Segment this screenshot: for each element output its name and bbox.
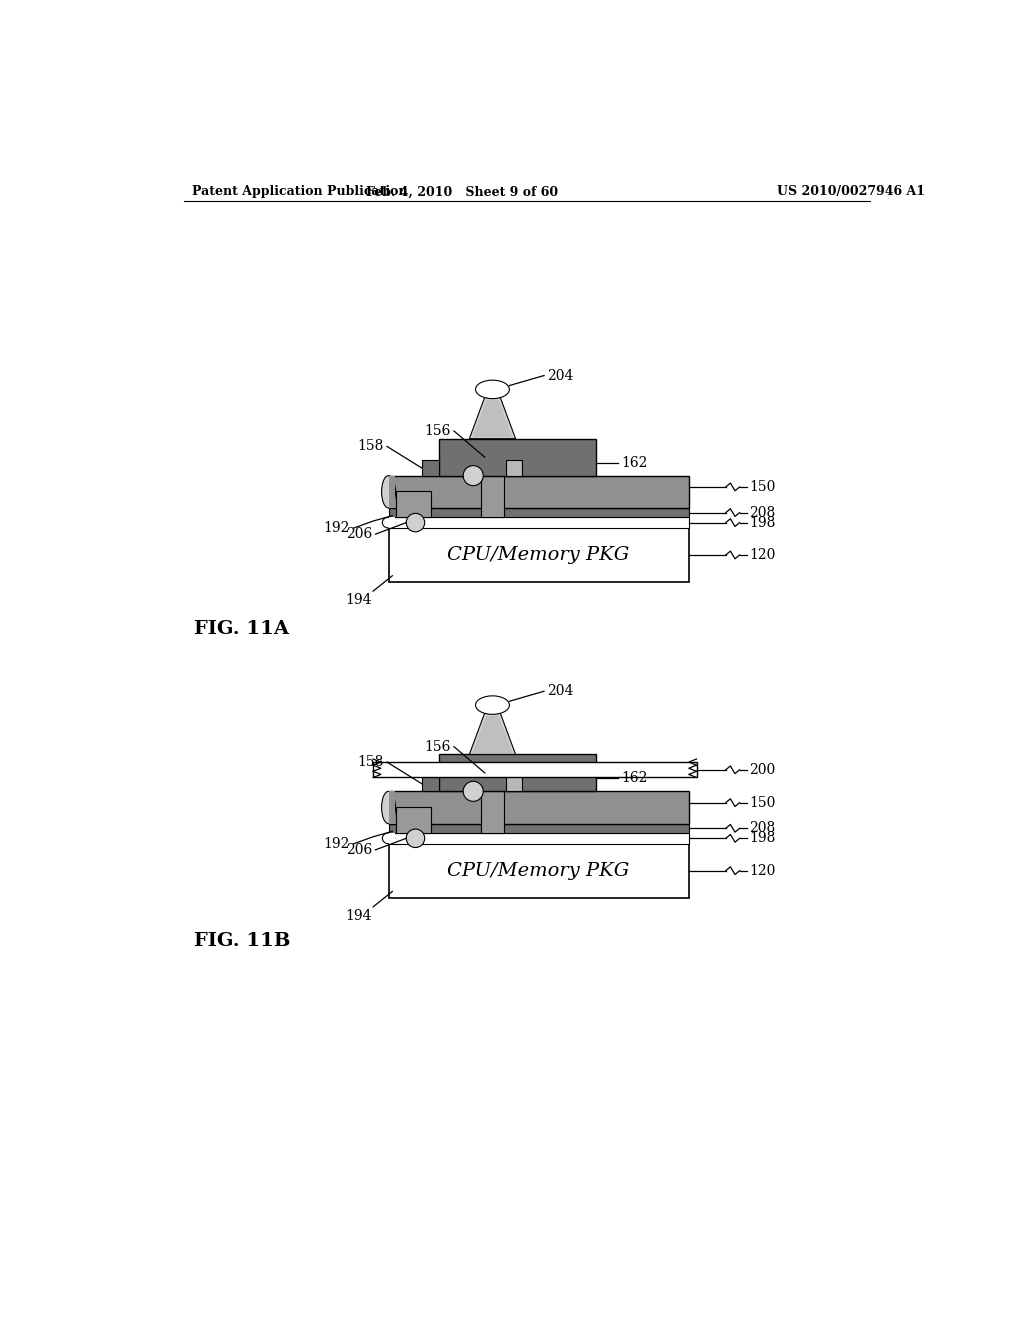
- Bar: [388, 475, 395, 508]
- Bar: [388, 528, 689, 582]
- Ellipse shape: [475, 696, 509, 714]
- Polygon shape: [472, 715, 512, 752]
- Text: 200: 200: [749, 763, 775, 776]
- Text: 208: 208: [749, 506, 775, 520]
- Text: 120: 120: [749, 548, 775, 562]
- Text: 204: 204: [547, 368, 573, 383]
- Polygon shape: [472, 400, 512, 437]
- Circle shape: [463, 466, 483, 486]
- Text: 194: 194: [345, 594, 372, 607]
- Text: 158: 158: [357, 440, 384, 453]
- Text: 198: 198: [749, 516, 775, 529]
- Bar: [481, 475, 504, 517]
- Text: 208: 208: [749, 821, 775, 836]
- Bar: [388, 833, 689, 843]
- Circle shape: [407, 829, 425, 847]
- Text: FIG. 11B: FIG. 11B: [194, 932, 290, 950]
- Text: 162: 162: [621, 771, 647, 785]
- Text: US 2010/0027946 A1: US 2010/0027946 A1: [777, 185, 926, 198]
- Text: 150: 150: [749, 480, 775, 494]
- Bar: [396, 491, 431, 517]
- Bar: [506, 461, 521, 475]
- Polygon shape: [469, 397, 515, 438]
- Ellipse shape: [382, 833, 394, 843]
- Ellipse shape: [382, 792, 395, 824]
- Bar: [422, 461, 438, 475]
- Bar: [438, 438, 596, 475]
- Bar: [388, 517, 689, 528]
- Text: Patent Application Publication: Patent Application Publication: [193, 185, 408, 198]
- Bar: [388, 843, 689, 898]
- Bar: [388, 792, 689, 824]
- Bar: [388, 508, 689, 517]
- Text: 192: 192: [324, 837, 350, 850]
- Text: 156: 156: [425, 424, 451, 438]
- Text: 192: 192: [324, 521, 350, 535]
- Bar: [388, 824, 689, 833]
- Text: 204: 204: [547, 684, 573, 698]
- Text: Feb. 4, 2010   Sheet 9 of 60: Feb. 4, 2010 Sheet 9 of 60: [366, 185, 558, 198]
- Bar: [388, 792, 395, 824]
- Text: 162: 162: [621, 455, 647, 470]
- Bar: [373, 762, 696, 777]
- Text: FIG. 11A: FIG. 11A: [194, 620, 289, 639]
- Text: 206: 206: [346, 843, 373, 857]
- Bar: [506, 776, 521, 792]
- Text: 198: 198: [749, 832, 775, 845]
- Circle shape: [463, 781, 483, 801]
- Bar: [481, 792, 504, 833]
- Bar: [388, 517, 394, 528]
- Text: CPU/Memory PKG: CPU/Memory PKG: [447, 546, 630, 564]
- Text: 194: 194: [345, 909, 372, 923]
- Text: 120: 120: [749, 863, 775, 878]
- Text: 206: 206: [346, 527, 373, 541]
- Bar: [422, 776, 438, 792]
- Text: 150: 150: [749, 796, 775, 809]
- Ellipse shape: [382, 475, 395, 508]
- Text: CPU/Memory PKG: CPU/Memory PKG: [447, 862, 630, 879]
- Bar: [388, 475, 689, 508]
- Bar: [438, 755, 596, 792]
- Ellipse shape: [475, 380, 509, 399]
- Ellipse shape: [382, 517, 394, 528]
- Polygon shape: [469, 713, 515, 755]
- Bar: [388, 833, 394, 843]
- Text: 156: 156: [425, 739, 451, 754]
- Circle shape: [407, 513, 425, 532]
- Text: 158: 158: [357, 755, 384, 770]
- Bar: [396, 807, 431, 833]
